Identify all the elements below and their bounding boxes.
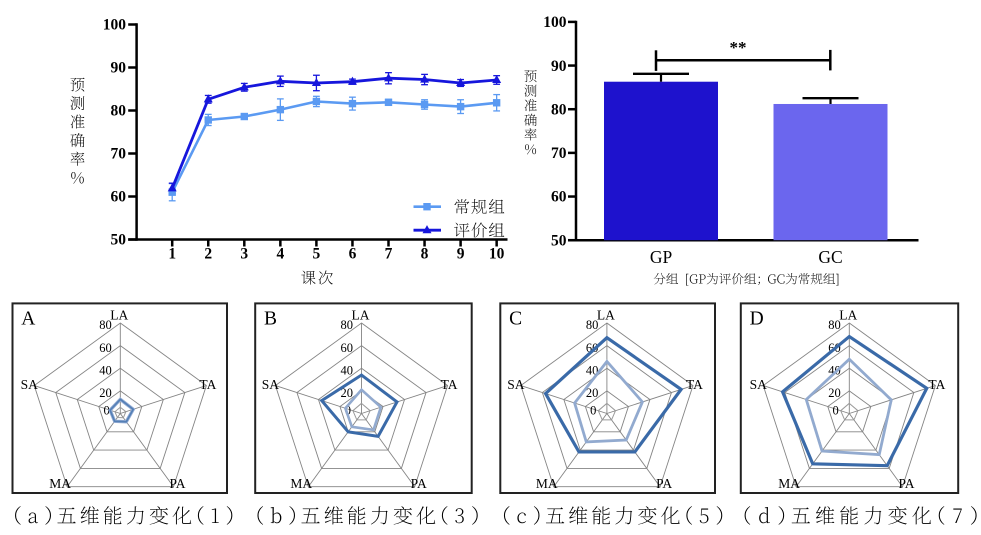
svg-text:40: 40 — [586, 363, 599, 377]
svg-text:PA: PA — [411, 476, 427, 491]
svg-text:60: 60 — [99, 341, 112, 355]
svg-text:20: 20 — [828, 386, 841, 400]
svg-text:TA: TA — [441, 377, 458, 392]
svg-text:D: D — [750, 308, 764, 329]
svg-text:80: 80 — [99, 318, 112, 332]
svg-text:80: 80 — [111, 103, 127, 120]
svg-text:LA: LA — [597, 308, 615, 323]
svg-text:10: 10 — [489, 246, 505, 263]
svg-text:A: A — [21, 308, 35, 329]
svg-text:TA: TA — [686, 377, 703, 392]
svg-text:**: ** — [730, 38, 747, 57]
svg-text:70: 70 — [111, 146, 127, 163]
svg-text:MA: MA — [49, 476, 71, 491]
svg-text:0: 0 — [345, 404, 351, 418]
svg-text:MA: MA — [536, 476, 558, 491]
svg-text:GP: GP — [650, 247, 673, 267]
svg-text:8: 8 — [421, 246, 429, 263]
svg-text:80: 80 — [341, 318, 354, 332]
svg-text:MA: MA — [778, 476, 800, 491]
svg-text:20: 20 — [99, 386, 112, 400]
svg-text:80: 80 — [586, 318, 599, 332]
svg-text:60: 60 — [111, 189, 127, 206]
svg-text:5: 5 — [313, 246, 321, 263]
svg-text:0: 0 — [104, 404, 110, 418]
svg-text:80: 80 — [551, 101, 567, 118]
svg-text:PA: PA — [169, 476, 185, 491]
svg-text:40: 40 — [341, 363, 354, 377]
svg-text:0: 0 — [590, 404, 596, 418]
svg-text:MA: MA — [290, 476, 312, 491]
svg-text:6: 6 — [349, 246, 357, 263]
svg-text:TA: TA — [199, 377, 216, 392]
svg-text:60: 60 — [341, 341, 354, 355]
svg-text:50: 50 — [551, 232, 567, 249]
svg-text:7: 7 — [385, 246, 393, 263]
svg-text:70: 70 — [551, 145, 567, 162]
svg-text:LA: LA — [110, 308, 128, 323]
svg-text:SA: SA — [507, 377, 525, 392]
svg-text:0: 0 — [833, 404, 839, 418]
svg-text:9: 9 — [457, 246, 465, 263]
svg-text:100: 100 — [543, 14, 567, 31]
svg-text:50: 50 — [111, 232, 127, 249]
svg-text:4: 4 — [276, 246, 284, 263]
svg-text:20: 20 — [341, 386, 354, 400]
svg-text:3: 3 — [240, 246, 248, 263]
svg-text:60: 60 — [551, 189, 567, 206]
svg-text:SA: SA — [21, 377, 39, 392]
svg-text:90: 90 — [111, 60, 127, 77]
svg-text:PA: PA — [898, 476, 914, 491]
svg-text:PA: PA — [656, 476, 672, 491]
svg-text:100: 100 — [103, 17, 127, 34]
svg-text:GC: GC — [818, 247, 842, 267]
svg-text:20: 20 — [586, 386, 599, 400]
svg-text:2: 2 — [204, 246, 212, 263]
svg-text:1: 1 — [168, 246, 176, 263]
svg-text:LA: LA — [839, 308, 857, 323]
svg-text:SA: SA — [750, 377, 768, 392]
svg-text:C: C — [509, 308, 522, 329]
svg-text:TA: TA — [928, 377, 945, 392]
svg-text:80: 80 — [828, 318, 841, 332]
svg-text:40: 40 — [99, 363, 112, 377]
svg-text:60: 60 — [586, 341, 599, 355]
svg-text:B: B — [264, 308, 277, 329]
svg-text:40: 40 — [828, 363, 841, 377]
svg-text:LA: LA — [352, 308, 370, 323]
svg-text:SA: SA — [262, 377, 280, 392]
svg-text:90: 90 — [551, 58, 567, 75]
